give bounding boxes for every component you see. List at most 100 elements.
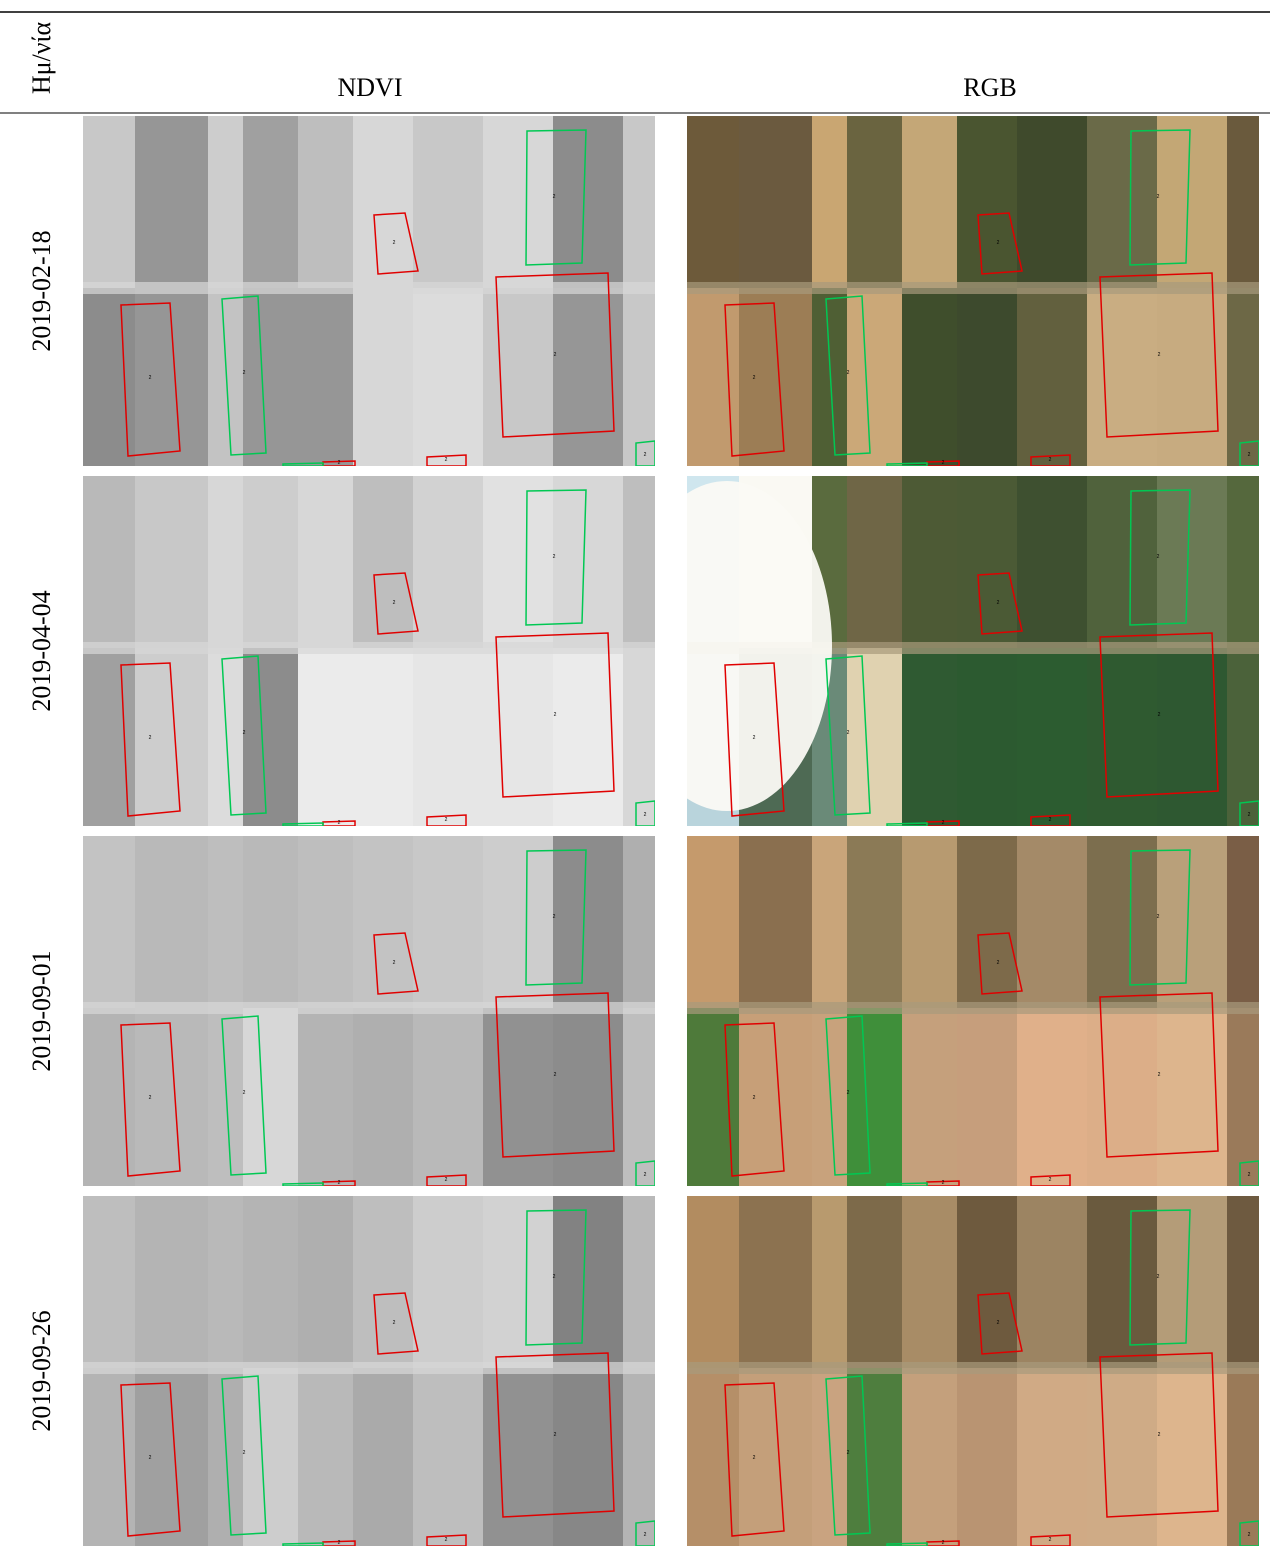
field-label: 2 <box>644 452 647 458</box>
field-label: 2 <box>338 1180 341 1186</box>
field-label: 2 <box>553 554 556 560</box>
field-label: 2 <box>553 1274 556 1280</box>
field <box>812 1368 847 1546</box>
field <box>413 288 483 466</box>
field <box>83 476 135 648</box>
road <box>83 1362 655 1374</box>
field-label: 2 <box>1158 1432 1161 1438</box>
field-label: 2 <box>942 460 945 466</box>
field-label: 2 <box>1157 1274 1160 1280</box>
field <box>243 1368 298 1546</box>
field <box>208 476 243 648</box>
field <box>353 476 413 648</box>
field <box>1227 1008 1259 1186</box>
field-label: 2 <box>1248 1172 1251 1178</box>
field <box>1157 1196 1227 1368</box>
field-label: 2 <box>338 460 341 466</box>
image-content: 22222222 <box>83 116 655 466</box>
field <box>413 476 483 648</box>
field <box>623 288 655 466</box>
field <box>1227 836 1259 1008</box>
field <box>1087 288 1157 466</box>
field <box>243 288 298 466</box>
row-date: 2019-09-26 <box>27 1310 56 1431</box>
field-label: 2 <box>1158 352 1161 358</box>
field <box>553 836 623 1008</box>
field <box>1227 476 1259 648</box>
row-date: 2019-04-04 <box>27 590 56 711</box>
field <box>902 648 957 826</box>
field <box>1017 836 1087 1008</box>
field <box>1227 288 1259 466</box>
field <box>298 1196 353 1368</box>
field-label: 2 <box>393 1320 396 1326</box>
field-label: 2 <box>445 1177 448 1183</box>
field <box>902 1008 957 1186</box>
field <box>135 1196 208 1368</box>
field <box>208 1368 243 1546</box>
field <box>623 1368 655 1546</box>
figure-table: Ημ/νία NDVI RGB 2019-02-1822222222222222… <box>0 0 1270 1549</box>
field <box>243 1196 298 1368</box>
field-label: 2 <box>942 1180 945 1186</box>
field-label: 2 <box>942 1540 945 1546</box>
field <box>1227 648 1259 826</box>
field <box>483 648 553 826</box>
field-label: 2 <box>644 1172 647 1178</box>
image-content: 22222222 <box>687 1196 1259 1546</box>
field-label: 2 <box>1158 712 1161 718</box>
field-label: 2 <box>243 1090 246 1096</box>
field <box>83 1196 135 1368</box>
field-label: 2 <box>393 240 396 246</box>
field <box>353 648 413 826</box>
field <box>83 116 135 288</box>
field <box>1087 1196 1157 1368</box>
field <box>687 836 739 1008</box>
field <box>413 1368 483 1546</box>
field <box>902 476 957 648</box>
field <box>739 116 812 288</box>
image-content: 22222222 <box>687 836 1259 1186</box>
field <box>1227 116 1259 288</box>
field <box>847 1008 902 1186</box>
field <box>353 1368 413 1546</box>
field <box>1017 648 1087 826</box>
field <box>353 1196 413 1368</box>
field <box>957 116 1017 288</box>
field <box>847 1368 902 1546</box>
field <box>298 1368 353 1546</box>
field <box>1017 476 1087 648</box>
field <box>739 1196 812 1368</box>
field-label: 2 <box>149 735 152 741</box>
field <box>1087 476 1157 648</box>
field <box>243 476 298 648</box>
field-label: 2 <box>243 730 246 736</box>
field <box>483 476 553 648</box>
field-label: 2 <box>1049 817 1052 823</box>
field-label: 2 <box>243 370 246 376</box>
field <box>298 836 353 1008</box>
field <box>687 116 739 288</box>
road <box>687 282 1259 294</box>
field-label: 2 <box>753 1095 756 1101</box>
road <box>83 1002 655 1014</box>
field <box>812 116 847 288</box>
rgb-image: 22222222 <box>687 836 1259 1186</box>
image-content: 22222222 <box>83 476 655 826</box>
field-label: 2 <box>554 1432 557 1438</box>
field <box>739 836 812 1008</box>
field <box>353 1008 413 1186</box>
field <box>957 1196 1017 1368</box>
field-label: 2 <box>1158 1072 1161 1078</box>
field <box>623 1196 655 1368</box>
field <box>1227 1196 1259 1368</box>
field <box>413 1196 483 1368</box>
rgb-image: 22222222 <box>687 1196 1259 1546</box>
field-label: 2 <box>847 730 850 736</box>
field <box>847 1196 902 1368</box>
field-label: 2 <box>753 735 756 741</box>
field-label: 2 <box>644 1532 647 1538</box>
image-content: 22222222 <box>83 836 655 1186</box>
field <box>957 288 1017 466</box>
